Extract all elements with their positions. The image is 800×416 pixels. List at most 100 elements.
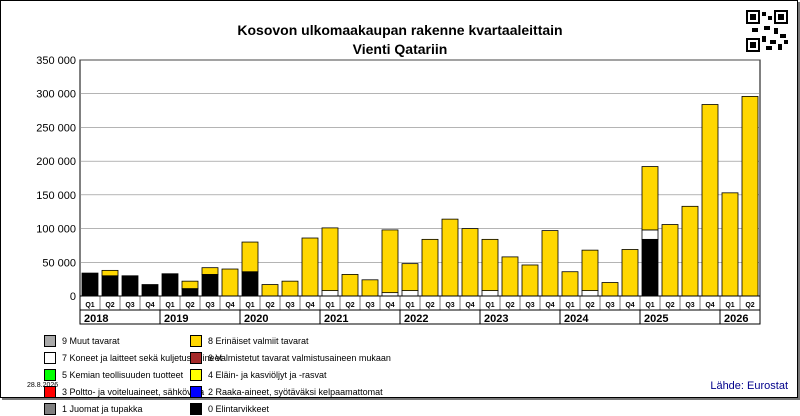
x-tick-label: Q1 xyxy=(565,302,574,309)
x-tick-label: Q4 xyxy=(305,302,314,309)
bar-segment xyxy=(321,290,339,297)
bar-segment xyxy=(161,273,179,297)
x-tick-label: Q3 xyxy=(525,302,534,309)
bar-segment xyxy=(81,272,99,297)
legend-label: 9 Muut tavarat xyxy=(62,336,120,346)
legend-label: 1 Juomat ja tupakka xyxy=(62,404,143,414)
bar-segment xyxy=(641,229,659,240)
x-tick-label: Q4 xyxy=(465,302,474,309)
y-tick-label: 200 000 xyxy=(36,156,76,168)
x-tick-label: Q2 xyxy=(185,302,194,309)
legend-label: 4 Eläin- ja kasviöljyt ja -rasvat xyxy=(208,370,327,380)
x-tick-label: Q1 xyxy=(725,302,734,309)
bar-segment xyxy=(461,228,479,297)
legend-swatch xyxy=(44,352,56,364)
legend-swatch xyxy=(44,335,56,347)
x-tick-label: Q1 xyxy=(645,302,654,309)
x-tick-label: Q3 xyxy=(205,302,214,309)
x-tick-label: Q4 xyxy=(545,302,554,309)
x-tick-label: Q2 xyxy=(105,302,114,309)
legend-swatch xyxy=(190,403,202,415)
bar-segment xyxy=(281,280,299,297)
x-tick-label: Q1 xyxy=(405,302,414,309)
legend-label: 5 Kemian teollisuuden tuotteet xyxy=(62,370,184,380)
bar-segment xyxy=(581,290,599,297)
bar-segment xyxy=(201,267,219,275)
year-label: 2018 xyxy=(84,313,108,325)
x-tick-label: Q2 xyxy=(585,302,594,309)
bar-segment xyxy=(341,274,359,297)
x-tick-label: Q3 xyxy=(605,302,614,309)
bar-segment xyxy=(521,264,539,297)
bar-segment xyxy=(381,229,399,294)
x-tick-label: Q3 xyxy=(685,302,694,309)
legend-label: 6 Valmistetut tavarat valmistusaineen mu… xyxy=(208,353,391,363)
legend-item: 8 Erinäiset valmiit tavarat xyxy=(190,334,309,348)
x-tick-label: Q3 xyxy=(365,302,374,309)
y-tick-label: 250 000 xyxy=(36,122,76,134)
bar-segment xyxy=(181,280,199,289)
x-tick-label: Q4 xyxy=(705,302,714,309)
x-tick-label: Q1 xyxy=(165,302,174,309)
y-tick-label: 50 000 xyxy=(42,257,76,269)
bar-segment xyxy=(221,268,239,297)
legend-label: 2 Raaka-aineet, syötäväksi kelpaamattoma… xyxy=(208,387,383,397)
x-tick-label: Q4 xyxy=(625,302,634,309)
year-label: 2026 xyxy=(724,313,748,325)
bar-segment xyxy=(181,288,199,297)
bar-segment xyxy=(501,256,519,297)
x-tick-label: Q2 xyxy=(425,302,434,309)
x-tick-label: Q2 xyxy=(665,302,674,309)
legend-swatch xyxy=(190,386,202,398)
bar-segment xyxy=(101,269,119,277)
y-tick-label: 100 000 xyxy=(36,224,76,236)
bar-segment xyxy=(641,238,659,297)
bar-segment xyxy=(641,166,659,231)
x-tick-label: Q4 xyxy=(225,302,234,309)
bar-segment xyxy=(561,271,579,297)
bar-segment xyxy=(481,238,499,292)
bar-segment xyxy=(441,218,459,297)
bar-segment xyxy=(581,249,599,292)
legend-swatch xyxy=(190,352,202,364)
x-tick-label: Q3 xyxy=(285,302,294,309)
legend-label: 7 Koneet ja laitteet sekä kuljetusväline… xyxy=(62,353,223,363)
chart-subtitle: Vienti Qatariin xyxy=(352,41,448,57)
x-tick-label: Q2 xyxy=(345,302,354,309)
bar-segment xyxy=(661,224,679,297)
bar-segment xyxy=(401,290,419,297)
legend-label: 3 Poltto- ja voiteluaineet, sähkövirta xyxy=(62,387,205,397)
legend-swatch xyxy=(190,369,202,381)
legend-item: 5 Kemian teollisuuden tuotteet xyxy=(44,368,183,382)
year-label: 2025 xyxy=(644,313,668,325)
x-tick-label: Q1 xyxy=(325,302,334,309)
year-label: 2019 xyxy=(164,313,188,325)
bar-segment xyxy=(301,237,319,297)
bar-segment xyxy=(741,96,759,297)
bar-segment xyxy=(101,275,119,297)
bar-segment xyxy=(121,275,139,297)
y-tick-label: 0 xyxy=(70,291,76,303)
bar-segment xyxy=(241,271,259,297)
legend-swatch xyxy=(44,369,56,381)
legend-label: 8 Erinäiset valmiit tavarat xyxy=(208,336,309,346)
legend-item: 9 Muut tavarat xyxy=(44,334,120,348)
bar-segment xyxy=(621,249,639,297)
bar-segment xyxy=(601,282,619,297)
x-tick-label: Q3 xyxy=(445,302,454,309)
legend-item: 7 Koneet ja laitteet sekä kuljetusväline… xyxy=(44,351,222,365)
year-label: 2021 xyxy=(324,313,348,325)
year-label: 2020 xyxy=(244,313,268,325)
bar-segment xyxy=(241,241,259,273)
legend-swatch xyxy=(44,386,56,398)
x-tick-label: Q2 xyxy=(505,302,514,309)
source-label: Lähde: Eurostat xyxy=(710,380,788,392)
x-tick-label: Q2 xyxy=(265,302,274,309)
qr-code-icon xyxy=(746,10,788,52)
bar-segment xyxy=(261,284,279,297)
date-stamp: 28.8.2026 xyxy=(27,382,59,389)
bar-segment xyxy=(701,104,719,297)
bar-segment xyxy=(401,263,419,292)
bar-segment xyxy=(381,292,399,297)
bar-segment xyxy=(321,227,339,292)
